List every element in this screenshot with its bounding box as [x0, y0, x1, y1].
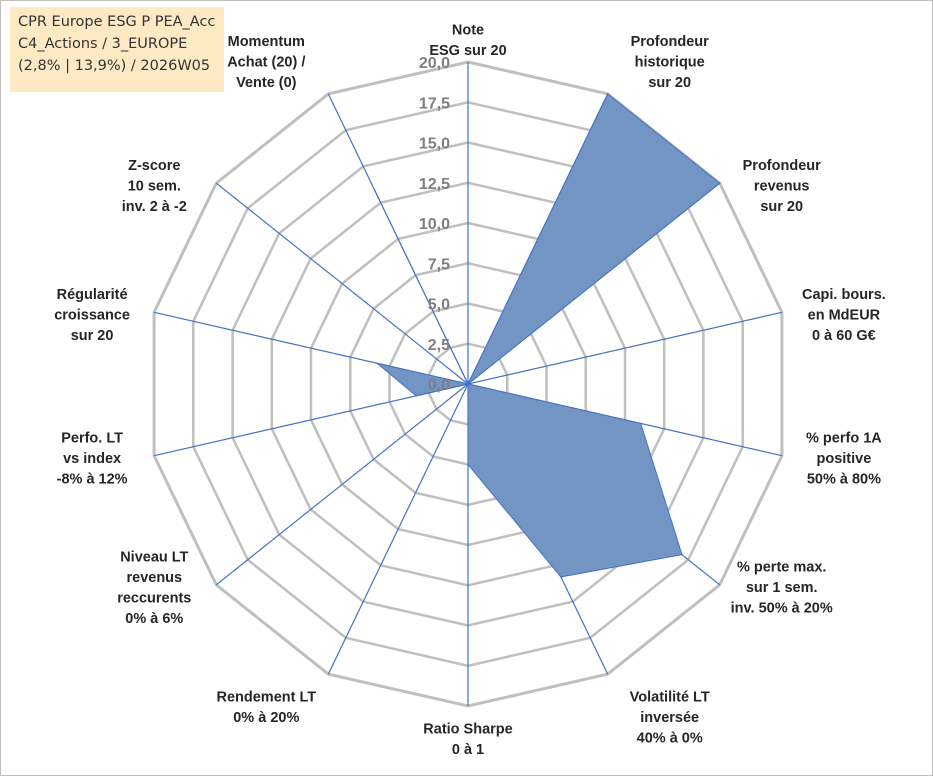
radial-tick-labels: 0,0 2,5 5,0 7,5 10,0 12,5 15,0 17,5 20,0 [419, 55, 450, 394]
axis-label-line: positive [817, 451, 872, 467]
data-point [374, 190, 376, 192]
axis-label: Régularité croissance sur 20 [54, 287, 130, 344]
axis-label: Rendement LT 0% à 20% [216, 690, 316, 727]
axis-label-line: historique [635, 54, 705, 70]
axis-spoke [467, 311, 783, 385]
axis-label-line: 0 à 1 [452, 742, 484, 758]
axis-label-line: croissance [54, 308, 130, 324]
axis-label-line: 0 à 60 G€ [812, 328, 876, 344]
axis-label-line: Note [452, 23, 484, 39]
axis-label-line: -8% à 12% [57, 471, 128, 487]
data-point [467, 463, 469, 466]
axis-label-line: en MdEUR [808, 308, 881, 324]
axis-label-line: reccurents [117, 590, 191, 606]
axis-label-line: inv. 2 à -2 [122, 199, 187, 215]
data-point [639, 422, 642, 425]
tick-label: 2,5 [428, 337, 450, 354]
axis-label-line: % perte max. [737, 560, 826, 576]
axis-label: % perte max. sur 1 sem. inv. 50% à 20% [731, 560, 833, 617]
axis-label-line: Profondeur [743, 158, 821, 174]
axis-label-line: revenus [754, 179, 810, 195]
data-point [718, 182, 721, 184]
tick-label: 10,0 [419, 216, 450, 233]
axis-label: Profondeur revenus sur 20 [743, 158, 821, 215]
axis-spoke [327, 383, 469, 675]
axis-label-line: revenus [126, 570, 182, 586]
axis-label: Volatilité LT inversée 40% à 0% [630, 690, 710, 747]
axis-label: Ratio Sharpe 0 à 1 [423, 722, 512, 759]
axis-label-line: sur 1 sem. [746, 580, 818, 596]
axis-label-line: Ratio Sharpe [423, 722, 512, 738]
fund-period: (2,8% | 13,9%) / 2026W05 [18, 58, 211, 74]
axis-label-line: Vente (0) [236, 75, 297, 91]
axis-label-line: Rendement LT [216, 690, 316, 706]
fund-name: CPR Europe ESG P PEA_Acc [18, 14, 216, 30]
tick-label: 17,5 [419, 95, 450, 112]
data-point [681, 553, 683, 556]
axis-label-line: 0% à 20% [233, 710, 299, 726]
axis-label-line: sur 20 [760, 199, 803, 215]
series-area [374, 93, 721, 578]
fund-category: C4_Actions / 3_EUROPE [18, 36, 188, 52]
tick-label: 20,0 [419, 55, 450, 72]
data-point [376, 362, 378, 365]
data-point [467, 383, 469, 385]
axis-label: Z-score 10 sem. inv. 2 à -2 [122, 158, 187, 215]
axis-label-line: 10 sem. [128, 179, 181, 195]
axis-label-line: inv. 50% à 20% [731, 601, 833, 617]
tick-label: 12,5 [419, 176, 450, 193]
axis-label-line: vs index [63, 451, 121, 467]
axis-labels: Note ESG sur 20 Profondeur historique sur 20… [54, 23, 886, 759]
axis-label-line: Perfo. LT [61, 430, 123, 446]
tick-label: 7,5 [428, 256, 450, 273]
data-point [606, 93, 609, 95]
tick-label: 15,0 [419, 136, 450, 153]
axis-label: Note ESG sur 20 [429, 23, 506, 60]
tick-label: 5,0 [428, 297, 450, 314]
tick-label: 0,0 [428, 377, 450, 394]
axis-label-line: 0% à 6% [125, 611, 183, 627]
axis-label-line: ESG sur 20 [429, 43, 506, 59]
axis-label: Niveau LT revenus reccurents 0% à 6% [117, 549, 191, 627]
axis-label: Perfo. LT vs index -8% à 12% [57, 430, 128, 487]
axis-label-line: Z-score [128, 158, 180, 174]
axis-label-line: 50% à 80% [807, 471, 881, 487]
axis-label-line: inversée [640, 710, 699, 726]
axis-label-line: sur 20 [71, 328, 114, 344]
axis-label: Profondeur historique sur 20 [631, 34, 709, 91]
axis-label-line: Capi. bours. [802, 287, 886, 303]
data-point [415, 395, 418, 397]
fund-title-box: CPR Europe ESG P PEA_Acc C4_Actions / 3_… [10, 7, 224, 92]
axis-label-line: Volatilité LT [630, 690, 710, 706]
axis-label: Capi. bours. en MdEUR 0 à 60 G€ [802, 287, 886, 344]
axis-label-line: 40% à 0% [637, 731, 703, 747]
axis-label-line: Régularité [57, 287, 128, 303]
axis-label-line: Profondeur [631, 34, 709, 50]
axis-label: Momentum Achat (20) / Vente (0) [227, 34, 305, 91]
axis-spoke [215, 383, 469, 586]
data-point [560, 576, 562, 578]
radar-series [374, 93, 721, 578]
axis-label-line: sur 20 [648, 75, 691, 91]
axis-label: % perfo 1A positive 50% à 80% [806, 430, 882, 487]
axis-label-line: Niveau LT [120, 549, 188, 565]
axis-label-line: % perfo 1A [806, 430, 882, 446]
axis-label-line: Momentum [228, 34, 305, 50]
axis-spoke [215, 182, 469, 385]
axis-label-line: Achat (20) / [227, 54, 305, 70]
